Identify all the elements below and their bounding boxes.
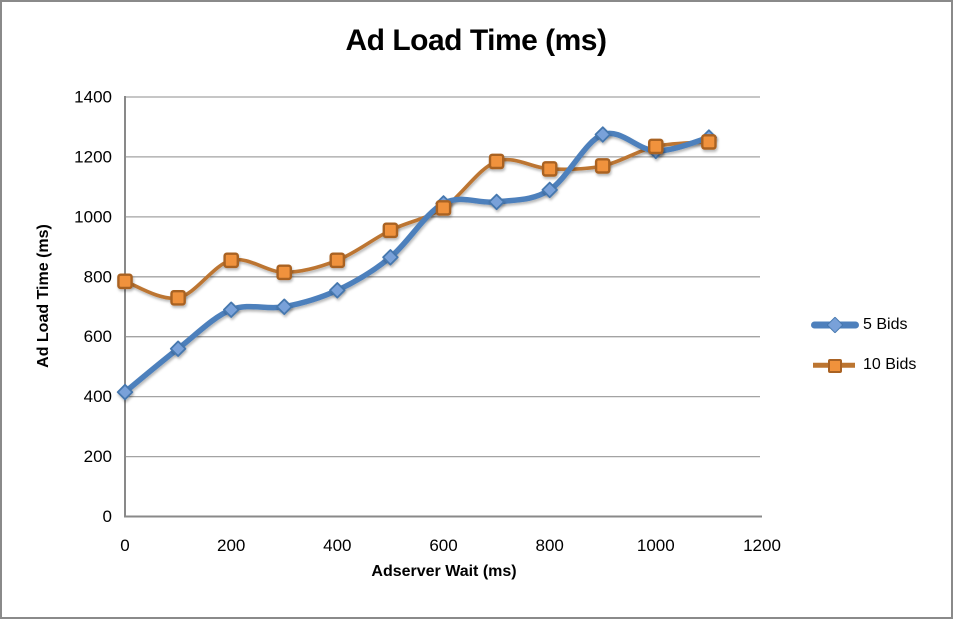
series-line-5-bids [122, 130, 712, 395]
x-tick-label-1200: 1200 [743, 536, 781, 555]
marker-10-bids-x900 [594, 158, 611, 174]
marker-5-bids-x100 [169, 340, 187, 357]
y-tick-label-1400: 1400 [74, 88, 112, 107]
legend-label-5-bids: 5 Bids [863, 316, 908, 333]
x-tick-label-600: 600 [429, 536, 457, 555]
y-tick-label-400: 400 [84, 387, 112, 406]
legend-item-5-bids: 5 Bids [810, 305, 945, 345]
y-tick-label-200: 200 [84, 447, 112, 466]
x-tick-label-1000: 1000 [637, 536, 675, 555]
marker-10-bids-x0 [117, 273, 133, 290]
chart-title: Ad Load Time (ms) [345, 24, 607, 57]
marker-5-bids-x0 [116, 383, 134, 401]
square-marker-icon [828, 359, 842, 373]
marker-5-bids-x700 [488, 193, 505, 211]
marker-10-bids-x400 [329, 252, 346, 269]
y-tick-label-0: 0 [103, 507, 112, 526]
marker-5-bids-x800 [541, 181, 558, 199]
marker-10-bids-x800 [541, 161, 558, 177]
series-markers-5-bids [116, 126, 718, 401]
legend-swatch-10-bids [810, 357, 860, 373]
marker-5-bids-x500 [382, 249, 399, 266]
x-tick-label-400: 400 [323, 536, 351, 555]
legend-item-10-bids: 10 Bids [810, 345, 945, 385]
marker-5-bids-x400 [329, 282, 346, 299]
y-tick-label-600: 600 [84, 327, 112, 346]
marker-10-bids-x500 [382, 222, 399, 239]
marker-5-bids-x300 [276, 298, 293, 315]
y-tick-label-800: 800 [84, 267, 112, 286]
x-tick-label-200: 200 [217, 536, 245, 555]
legend-label-10-bids: 10 Bids [863, 356, 917, 373]
marker-5-bids-x200 [223, 301, 240, 318]
series-line-10-bids [123, 140, 711, 301]
y-axis-title: Ad Load Time (ms) [35, 224, 52, 368]
y-tick-label-1000: 1000 [74, 207, 112, 226]
marker-10-bids-x700 [488, 153, 505, 170]
marker-10-bids-x1100 [701, 134, 717, 150]
diamond-marker-icon [826, 316, 844, 334]
legend: 5 Bids 10 Bids [810, 305, 945, 385]
marker-10-bids-x1000 [648, 138, 664, 155]
marker-10-bids-x100 [170, 290, 186, 306]
marker-10-bids-x300 [276, 264, 293, 281]
series-markers-10-bids [117, 134, 717, 306]
y-tick-label-1200: 1200 [74, 147, 112, 166]
marker-10-bids-x600 [435, 200, 452, 216]
marker-5-bids-x900 [594, 126, 611, 143]
legend-swatch-5-bids [810, 316, 860, 334]
x-tick-label-800: 800 [536, 536, 564, 555]
marker-10-bids-x200 [223, 252, 240, 269]
x-axis-title: Adserver Wait (ms) [371, 563, 517, 580]
x-tick-label-0: 0 [120, 536, 129, 555]
